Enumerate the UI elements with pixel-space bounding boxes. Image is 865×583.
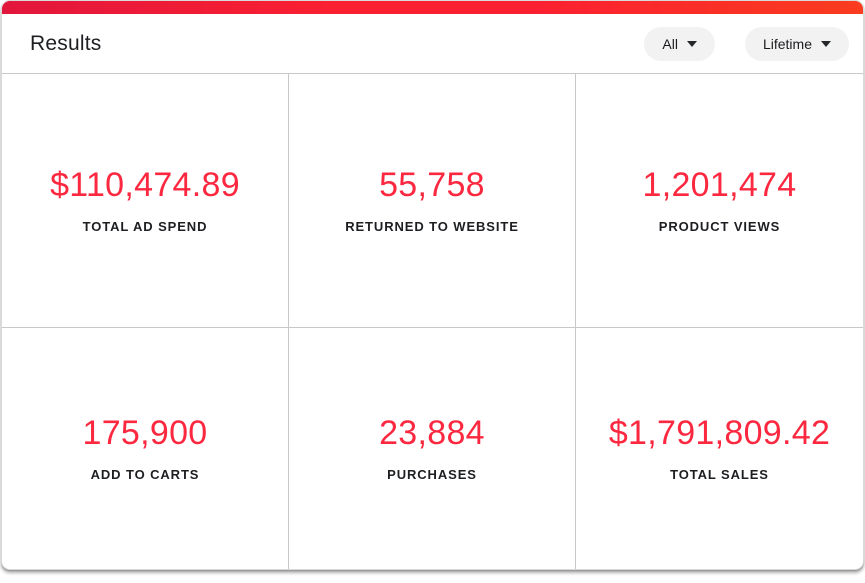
metric-value: 23,884 <box>379 413 485 452</box>
metric-label: TOTAL AD SPEND <box>82 219 208 235</box>
metric-value: 1,201,474 <box>642 165 797 204</box>
metric-card-product-views: 1,201,474 PRODUCT VIEWS <box>576 74 863 328</box>
chevron-down-icon <box>821 41 831 47</box>
chevron-down-icon <box>686 41 697 47</box>
metric-card-total-ad-spend: $110,474.89 TOTAL AD SPEND <box>2 74 289 328</box>
metric-value: $110,474.89 <box>50 165 240 204</box>
filter-dropdown-lifetime[interactable]: Lifetime <box>744 26 849 61</box>
metric-value: 175,900 <box>82 413 208 452</box>
metric-card-returned-to-website: 55,758 RETURNED TO WEBSITE <box>289 74 576 328</box>
metric-value: $1,791,809.42 <box>608 413 831 452</box>
filter-dropdown-lifetime-label: Lifetime <box>762 35 812 52</box>
metric-card-total-sales: $1,791,809.42 TOTAL SALES <box>576 328 863 569</box>
brand-gradient-bar <box>2 1 863 14</box>
metric-label: PURCHASES <box>387 467 477 483</box>
filter-dropdown-all-label: All <box>662 35 678 52</box>
filter-dropdown-all[interactable]: All <box>644 26 715 61</box>
results-header: Results All Lifetime <box>2 14 863 74</box>
metric-card-purchases: 23,884 PURCHASES <box>289 328 576 569</box>
results-card: Results All Lifetime $110,474.89 TOTAL A… <box>1 0 864 570</box>
metric-label: TOTAL SALES <box>670 467 769 483</box>
metric-value: 55,758 <box>379 165 485 204</box>
metrics-grid: $110,474.89 TOTAL AD SPEND 55,758 RETURN… <box>2 74 863 569</box>
metric-label: RETURNED TO WEBSITE <box>345 219 519 235</box>
metric-label: ADD TO CARTS <box>90 467 200 483</box>
metric-card-add-to-carts: 175,900 ADD TO CARTS <box>2 328 289 569</box>
metric-label: PRODUCT VIEWS <box>658 219 781 235</box>
page-title: Results <box>30 31 102 55</box>
